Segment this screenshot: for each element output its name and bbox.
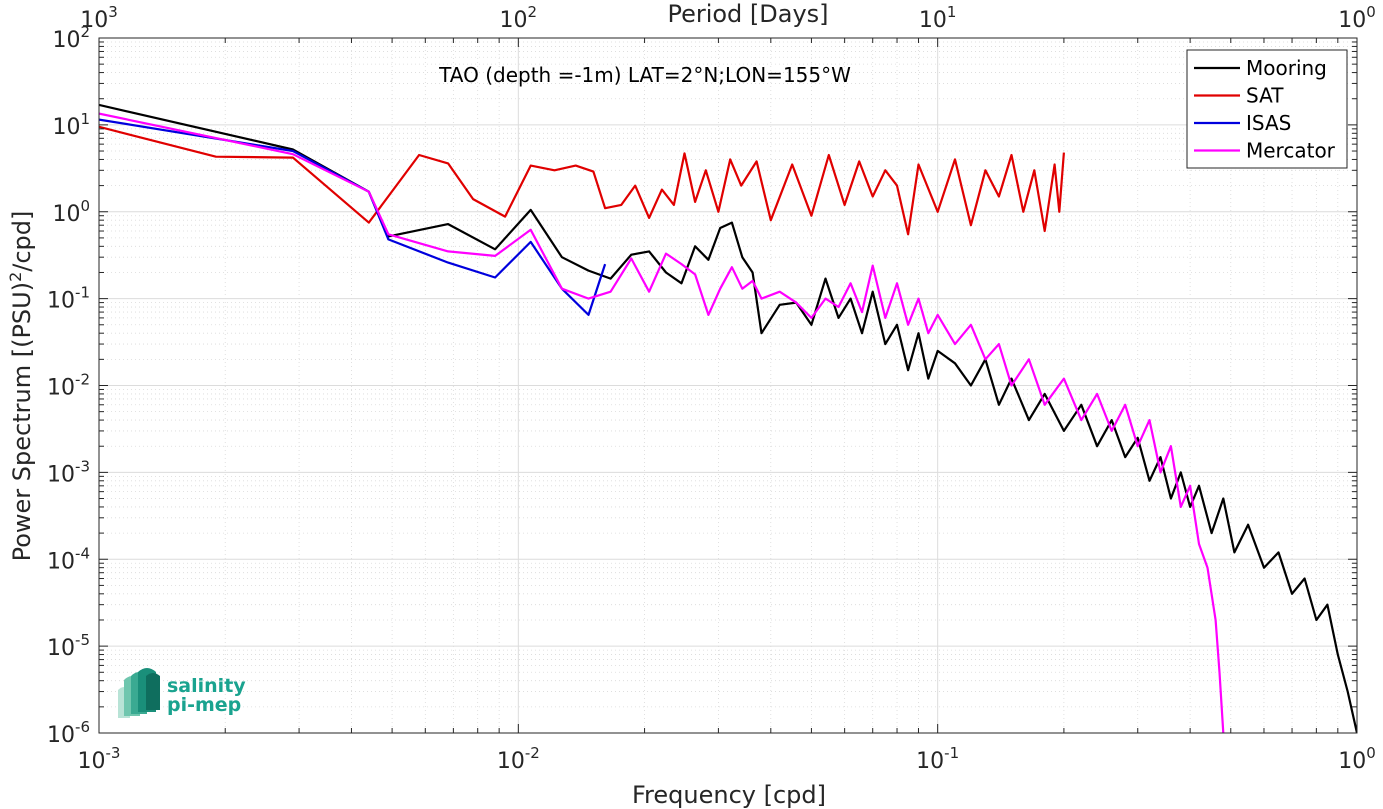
axis-ticks <box>98 37 1358 734</box>
top-x-tick-label: 100 <box>1338 3 1376 33</box>
legend-box <box>1186 49 1348 169</box>
logo-text-pi-mep: pi-mep <box>167 694 241 716</box>
y-axis-label: Power Spectrum [(PSU)2/cpd] <box>6 211 36 562</box>
legend-label-mercator: Mercator <box>1246 139 1336 163</box>
y-tick-label: 10-3 <box>47 457 90 487</box>
logo-text-salinity: salinity <box>167 675 246 697</box>
y-tick-label: 10-5 <box>47 631 90 661</box>
top-x-tick-label: 103 <box>80 3 118 33</box>
y-tick-label: 102 <box>52 23 90 53</box>
legend-label-isas: ISAS <box>1246 111 1291 135</box>
y-tick-label: 10-4 <box>47 544 90 574</box>
series-line-mercator <box>99 112 1225 733</box>
x-tick-label: 10-3 <box>78 744 121 774</box>
y-tick-label: 10-2 <box>47 371 90 401</box>
y-tick-label: 10-6 <box>47 718 90 748</box>
top-x-axis-label: Period [Days] <box>667 0 828 28</box>
legend: Mooring SAT ISAS Mercator <box>1186 49 1348 169</box>
series-line-isas <box>99 118 607 316</box>
y-tick-label: 10-1 <box>47 284 90 314</box>
series-line-mooring <box>99 103 1357 733</box>
legend-label-sat: SAT <box>1246 84 1284 108</box>
series-layer <box>99 103 1357 733</box>
logo-waves-icon <box>118 668 160 718</box>
y-tick-label: 100 <box>52 197 90 227</box>
top-x-tick-label: 102 <box>500 3 538 33</box>
x-tick-label: 10-1 <box>916 744 959 774</box>
x-tick-label: 100 <box>1338 744 1376 774</box>
minor-grid <box>99 38 1357 733</box>
x-tick-label: 10-2 <box>497 744 540 774</box>
series-line-sat <box>99 125 1065 236</box>
salinity-pi-mep-logo: salinity pi-mep <box>118 668 246 718</box>
legend-label-mooring: Mooring <box>1246 56 1327 80</box>
chart-title: TAO (depth =-1m) LAT=2°N;LON=155°W <box>438 63 851 87</box>
x-axis-label: Frequency [cpd] <box>632 781 826 809</box>
top-x-tick-label: 101 <box>919 3 957 33</box>
y-tick-label: 101 <box>52 110 90 140</box>
